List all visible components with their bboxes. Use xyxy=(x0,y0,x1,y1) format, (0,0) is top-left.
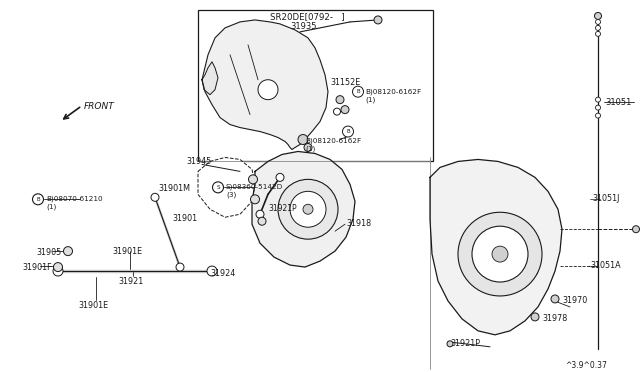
Circle shape xyxy=(595,25,600,31)
Text: S: S xyxy=(216,185,220,190)
Circle shape xyxy=(336,96,344,104)
Text: (3): (3) xyxy=(226,191,236,198)
Circle shape xyxy=(472,226,528,282)
Circle shape xyxy=(551,295,559,303)
Circle shape xyxy=(151,193,159,201)
Circle shape xyxy=(447,341,453,347)
Text: 31945: 31945 xyxy=(186,157,211,166)
Text: 31905: 31905 xyxy=(36,248,61,257)
Text: 31901E: 31901E xyxy=(78,301,108,310)
Text: 31901M: 31901M xyxy=(158,185,190,193)
Text: 31152E: 31152E xyxy=(330,78,360,87)
Text: (1): (1) xyxy=(305,145,316,152)
Bar xyxy=(198,10,433,161)
Circle shape xyxy=(492,246,508,262)
Ellipse shape xyxy=(437,221,459,237)
Circle shape xyxy=(207,266,217,276)
Circle shape xyxy=(632,226,639,232)
Circle shape xyxy=(458,212,542,296)
Circle shape xyxy=(298,135,308,144)
Circle shape xyxy=(250,195,259,204)
Polygon shape xyxy=(202,20,328,150)
Circle shape xyxy=(342,126,353,137)
Circle shape xyxy=(595,113,600,118)
Text: 31921P: 31921P xyxy=(450,339,480,348)
Text: B)08120-6162F: B)08120-6162F xyxy=(305,138,361,144)
Polygon shape xyxy=(430,160,562,335)
Text: B: B xyxy=(346,129,350,134)
Circle shape xyxy=(304,144,312,151)
Text: 31901: 31901 xyxy=(172,214,197,223)
Circle shape xyxy=(278,179,338,239)
Circle shape xyxy=(374,16,382,24)
Text: 31051A: 31051A xyxy=(590,261,621,270)
Circle shape xyxy=(303,204,313,214)
Circle shape xyxy=(595,31,600,36)
Circle shape xyxy=(256,210,264,218)
Circle shape xyxy=(595,12,602,19)
Text: 31970: 31970 xyxy=(562,296,588,305)
Text: 31918: 31918 xyxy=(346,219,371,228)
Text: SR20DE[0792-   ]: SR20DE[0792- ] xyxy=(270,12,344,21)
Circle shape xyxy=(53,266,63,276)
Polygon shape xyxy=(198,157,255,217)
Text: 31935: 31935 xyxy=(290,22,317,31)
Text: (1): (1) xyxy=(365,97,375,103)
Circle shape xyxy=(54,263,63,272)
Text: (1): (1) xyxy=(46,203,56,210)
Circle shape xyxy=(333,108,340,115)
Circle shape xyxy=(63,247,72,256)
Text: 31921P: 31921P xyxy=(268,204,296,213)
Polygon shape xyxy=(252,151,355,267)
Text: 31051: 31051 xyxy=(605,98,632,107)
Text: B: B xyxy=(356,89,360,94)
Circle shape xyxy=(595,105,600,110)
Circle shape xyxy=(258,80,278,100)
Circle shape xyxy=(276,173,284,182)
Text: 31901F: 31901F xyxy=(22,263,52,272)
Circle shape xyxy=(353,86,364,97)
Circle shape xyxy=(595,19,600,25)
Circle shape xyxy=(595,97,600,102)
Text: B)08070-61210: B)08070-61210 xyxy=(46,195,102,202)
Ellipse shape xyxy=(431,189,459,209)
Text: S)08360-5142D: S)08360-5142D xyxy=(226,183,284,190)
Text: 31051J: 31051J xyxy=(592,194,620,203)
Circle shape xyxy=(341,106,349,113)
Ellipse shape xyxy=(286,132,304,142)
Circle shape xyxy=(258,217,266,225)
Text: 31901E: 31901E xyxy=(112,247,142,256)
Text: B: B xyxy=(36,197,40,202)
Circle shape xyxy=(531,313,539,321)
Circle shape xyxy=(290,191,326,227)
Polygon shape xyxy=(202,62,218,94)
Text: FRONT: FRONT xyxy=(84,102,115,110)
Text: 31924: 31924 xyxy=(210,269,236,278)
Circle shape xyxy=(212,182,223,193)
Text: 31921: 31921 xyxy=(118,277,143,286)
Circle shape xyxy=(176,263,184,271)
Text: ^3.9^0.37: ^3.9^0.37 xyxy=(565,361,607,370)
Circle shape xyxy=(248,175,257,184)
Text: B)08120-6162F: B)08120-6162F xyxy=(365,89,421,95)
Text: 31978: 31978 xyxy=(542,314,567,323)
Circle shape xyxy=(33,194,44,205)
Ellipse shape xyxy=(238,65,298,115)
Ellipse shape xyxy=(249,75,287,105)
